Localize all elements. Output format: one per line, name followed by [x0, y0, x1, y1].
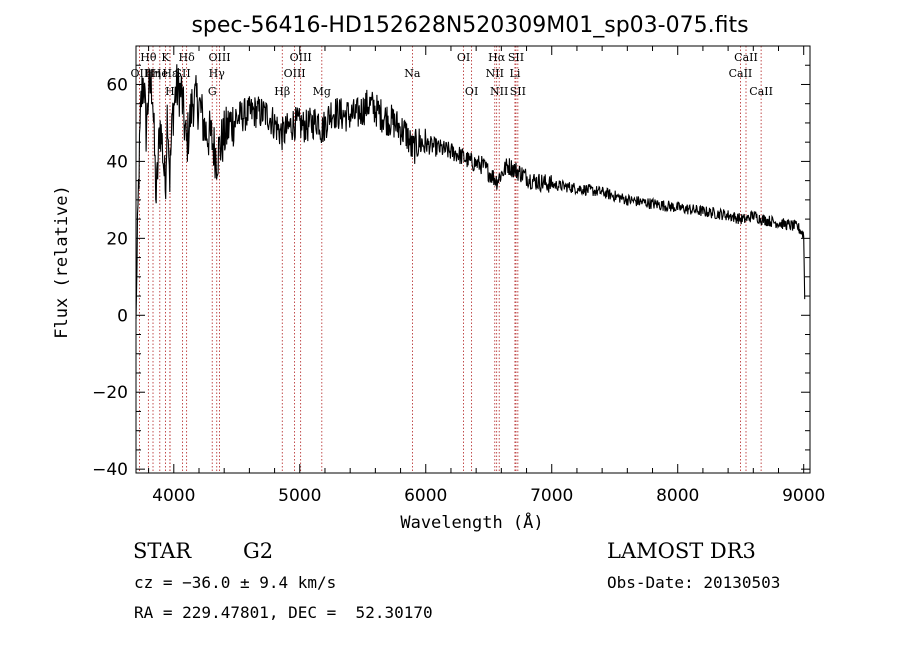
line-marker-label: OI — [457, 51, 470, 64]
line-marker-label: SII — [510, 85, 526, 98]
line-marker-label: Mg — [313, 85, 331, 98]
line-marker-label: OIII — [284, 67, 306, 80]
line-marker-label: Hβ — [274, 85, 290, 98]
survey-name: LAMOST DR3 — [607, 539, 756, 563]
line-marker-label: NII — [486, 67, 504, 80]
line-marker-label: He — [152, 67, 168, 80]
x-tick-label: 4000 — [152, 486, 195, 506]
x-axis-ticks: 4000 5000 6000 7000 8000 9000 — [148, 46, 825, 506]
line-marker-label: G — [208, 85, 217, 98]
line-marker-label: H — [165, 85, 175, 98]
line-marker-label: Hα — [488, 51, 506, 64]
x-axis-label: Wavelength (Å) — [400, 511, 543, 533]
x-tick-label: 7000 — [530, 486, 573, 506]
y-axis-ticks: −40 −20 0 20 40 60 — [92, 45, 810, 480]
line-marker-label: K — [161, 51, 170, 64]
line-marker-label: CaII — [734, 51, 758, 64]
observation-date: Obs-Date: 20130503 — [607, 573, 781, 592]
line-marker-label: Hθ — [140, 51, 157, 64]
line-marker-label: Na — [404, 67, 421, 80]
x-tick-label: 5000 — [278, 486, 321, 506]
chart-title: spec-56416-HD152628N520309M01_sp03-075.f… — [191, 13, 748, 38]
line-marker-label: NII — [490, 85, 508, 98]
line-marker-label: Hγ — [209, 67, 226, 80]
y-tick-label: 20 — [106, 229, 128, 249]
line-marker-label: CaII — [729, 67, 753, 80]
line-marker-label: OIII — [208, 51, 230, 64]
y-axis-label: Flux (relative) — [52, 185, 72, 339]
y-tick-label: 60 — [106, 75, 128, 95]
x-tick-label: 8000 — [656, 486, 699, 506]
object-class: STAR — [133, 539, 192, 563]
line-marker-label: OI — [465, 85, 478, 98]
line-marker-label: OIII — [290, 51, 312, 64]
line-marker-label: CaII — [749, 85, 773, 98]
line-marker-label: Hε — [162, 67, 178, 80]
spectrum — [135, 64, 806, 320]
x-tick-label: 9000 — [782, 486, 825, 506]
redshift-readout: cz = −36.0 ± 9.4 km/s — [134, 573, 337, 592]
line-marker-label: Hδ — [179, 51, 196, 64]
y-tick-label: −40 — [92, 460, 128, 480]
line-marker-label: SII — [508, 51, 524, 64]
line-marker-label: OII — [131, 67, 149, 80]
y-tick-label: 0 — [117, 306, 128, 326]
spectral-subclass: G2 — [243, 539, 274, 563]
plot-frame — [135, 45, 811, 474]
x-tick-label: 6000 — [404, 486, 447, 506]
y-tick-label: 40 — [106, 152, 128, 172]
spectrum-line — [135, 64, 806, 320]
y-tick-label: −20 — [92, 383, 128, 403]
sky-coordinates: RA = 229.47801, DEC = 52.30170 — [134, 603, 433, 622]
line-marker-label: Li — [510, 67, 521, 80]
